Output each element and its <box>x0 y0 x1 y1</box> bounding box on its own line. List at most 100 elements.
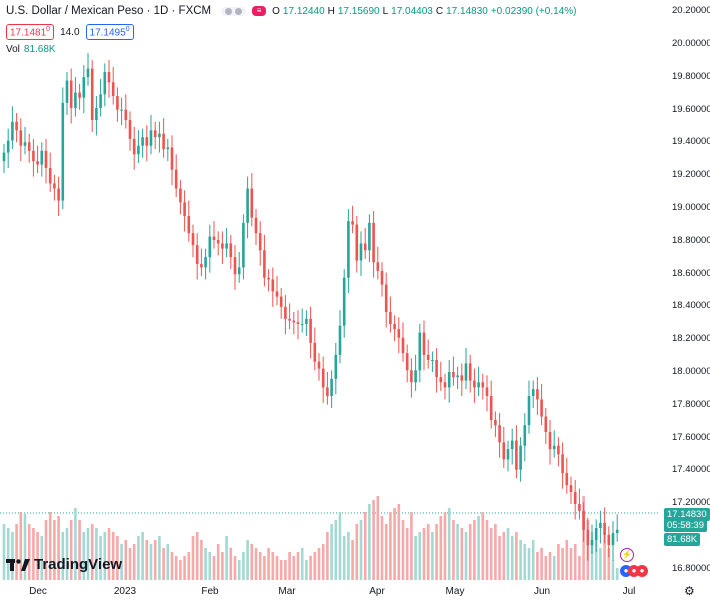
candle-body <box>233 257 237 275</box>
volume-bar <box>267 548 270 580</box>
volume-bar <box>111 532 115 580</box>
volume-bar <box>288 552 291 580</box>
candle-body <box>515 440 518 470</box>
volume-bar <box>242 552 245 580</box>
volume-bar <box>548 552 552 580</box>
candle-body <box>481 382 485 388</box>
volume-bar <box>82 532 86 580</box>
lightning-icon[interactable]: ⚡ <box>620 548 634 562</box>
volume-bar <box>561 548 564 580</box>
volume-bar <box>254 548 258 580</box>
candle-body <box>414 370 417 383</box>
candle-body <box>69 80 73 108</box>
ohlc-values: O 17.12440 H 17.15690 L 17.04403 C 17.14830 … <box>272 6 576 17</box>
candle-body <box>296 322 300 324</box>
price-axis[interactable]: 20.20000 20.00000 19.80000 19.60000 19.4… <box>660 0 710 600</box>
candle-body <box>347 221 350 278</box>
volume-bar <box>342 536 346 580</box>
volume-bar <box>435 524 438 580</box>
volume-bar <box>569 548 573 580</box>
y-tick: 16.80000 <box>672 563 710 574</box>
volume-bar <box>330 524 333 580</box>
candle-body <box>95 108 98 120</box>
volume-bar <box>473 520 476 580</box>
volume-bar <box>531 540 535 580</box>
symbol-title[interactable]: U.S. Dollar / Mexican Peso · 1D · FXCM <box>6 5 212 17</box>
volume-bar <box>200 540 203 580</box>
volume-bar <box>187 552 191 580</box>
gear-icon[interactable]: ⚙ <box>684 584 695 598</box>
x-tick: Apr <box>369 586 385 597</box>
candle-body <box>78 92 81 98</box>
candle-body <box>426 354 430 360</box>
volume-bar <box>99 536 102 580</box>
volume-bar <box>410 512 413 580</box>
y-tick: 18.40000 <box>672 300 710 311</box>
open-label: O <box>272 5 280 17</box>
candle-body <box>586 529 590 546</box>
candle-body <box>65 80 69 103</box>
candle-body <box>86 68 90 78</box>
flag-icon[interactable]: ≡ <box>252 6 267 16</box>
volume-bar <box>552 556 556 580</box>
close-value: 17.14830 <box>446 5 488 17</box>
volume-bar <box>103 532 107 580</box>
volume-bar <box>338 512 342 580</box>
volume-bar <box>19 512 23 580</box>
countdown-tag: 05:58:39 <box>664 519 707 532</box>
sell-button[interactable]: 17.14810 <box>6 24 55 41</box>
volume-bar <box>279 560 283 580</box>
candle-body <box>237 267 241 275</box>
candle-body <box>536 389 539 400</box>
candle-body <box>216 240 220 244</box>
candle-body <box>162 133 165 150</box>
candle-body <box>2 152 6 162</box>
candle-body <box>48 168 52 184</box>
volume-bar <box>296 552 300 580</box>
candle-body <box>464 363 468 381</box>
x-tick: Jul <box>622 586 636 597</box>
volume-bar <box>594 540 598 580</box>
volume-bar <box>216 544 220 580</box>
volume-bar <box>179 560 182 580</box>
candle-body <box>61 102 65 201</box>
volume-bar <box>494 524 497 580</box>
low-label: L <box>382 5 389 17</box>
last-price-tag: 17.14830 <box>664 508 710 521</box>
volume-bar <box>603 532 606 580</box>
volume-bar <box>48 512 52 580</box>
candle-body <box>338 325 342 355</box>
candle-body <box>246 188 249 223</box>
candle-body <box>221 243 224 249</box>
volume-bar <box>36 532 39 580</box>
volume-bar <box>384 524 388 580</box>
event-icon-2[interactable]: ● <box>636 565 648 577</box>
volume-bar <box>32 528 35 580</box>
volume-bar <box>275 556 279 580</box>
volume-bar <box>284 560 287 580</box>
candle-body <box>275 291 279 297</box>
volume-bar <box>523 544 527 580</box>
volume-bar <box>376 496 380 580</box>
candle-body <box>376 262 380 271</box>
volume-bar <box>544 556 548 580</box>
volume-legend[interactable]: Vol 81.68K <box>6 44 56 55</box>
candle-body <box>305 318 308 324</box>
candle-body <box>452 372 455 378</box>
candle-body <box>53 183 56 189</box>
candle-body <box>258 233 262 251</box>
market-status-dots[interactable] <box>221 6 247 16</box>
candle-body <box>137 145 140 155</box>
x-tick: May <box>445 586 465 597</box>
candle-body <box>540 399 543 417</box>
volume-bar <box>174 556 178 580</box>
volume-bar <box>95 528 98 580</box>
candle-body <box>351 221 354 225</box>
buy-button[interactable]: 17.14950 <box>85 24 134 41</box>
volume-bar <box>426 524 430 580</box>
tradingview-logo[interactable]: TradingView <box>6 556 122 573</box>
volume-bar <box>414 536 417 580</box>
candle-body <box>11 121 14 141</box>
volume-bar <box>74 508 77 580</box>
